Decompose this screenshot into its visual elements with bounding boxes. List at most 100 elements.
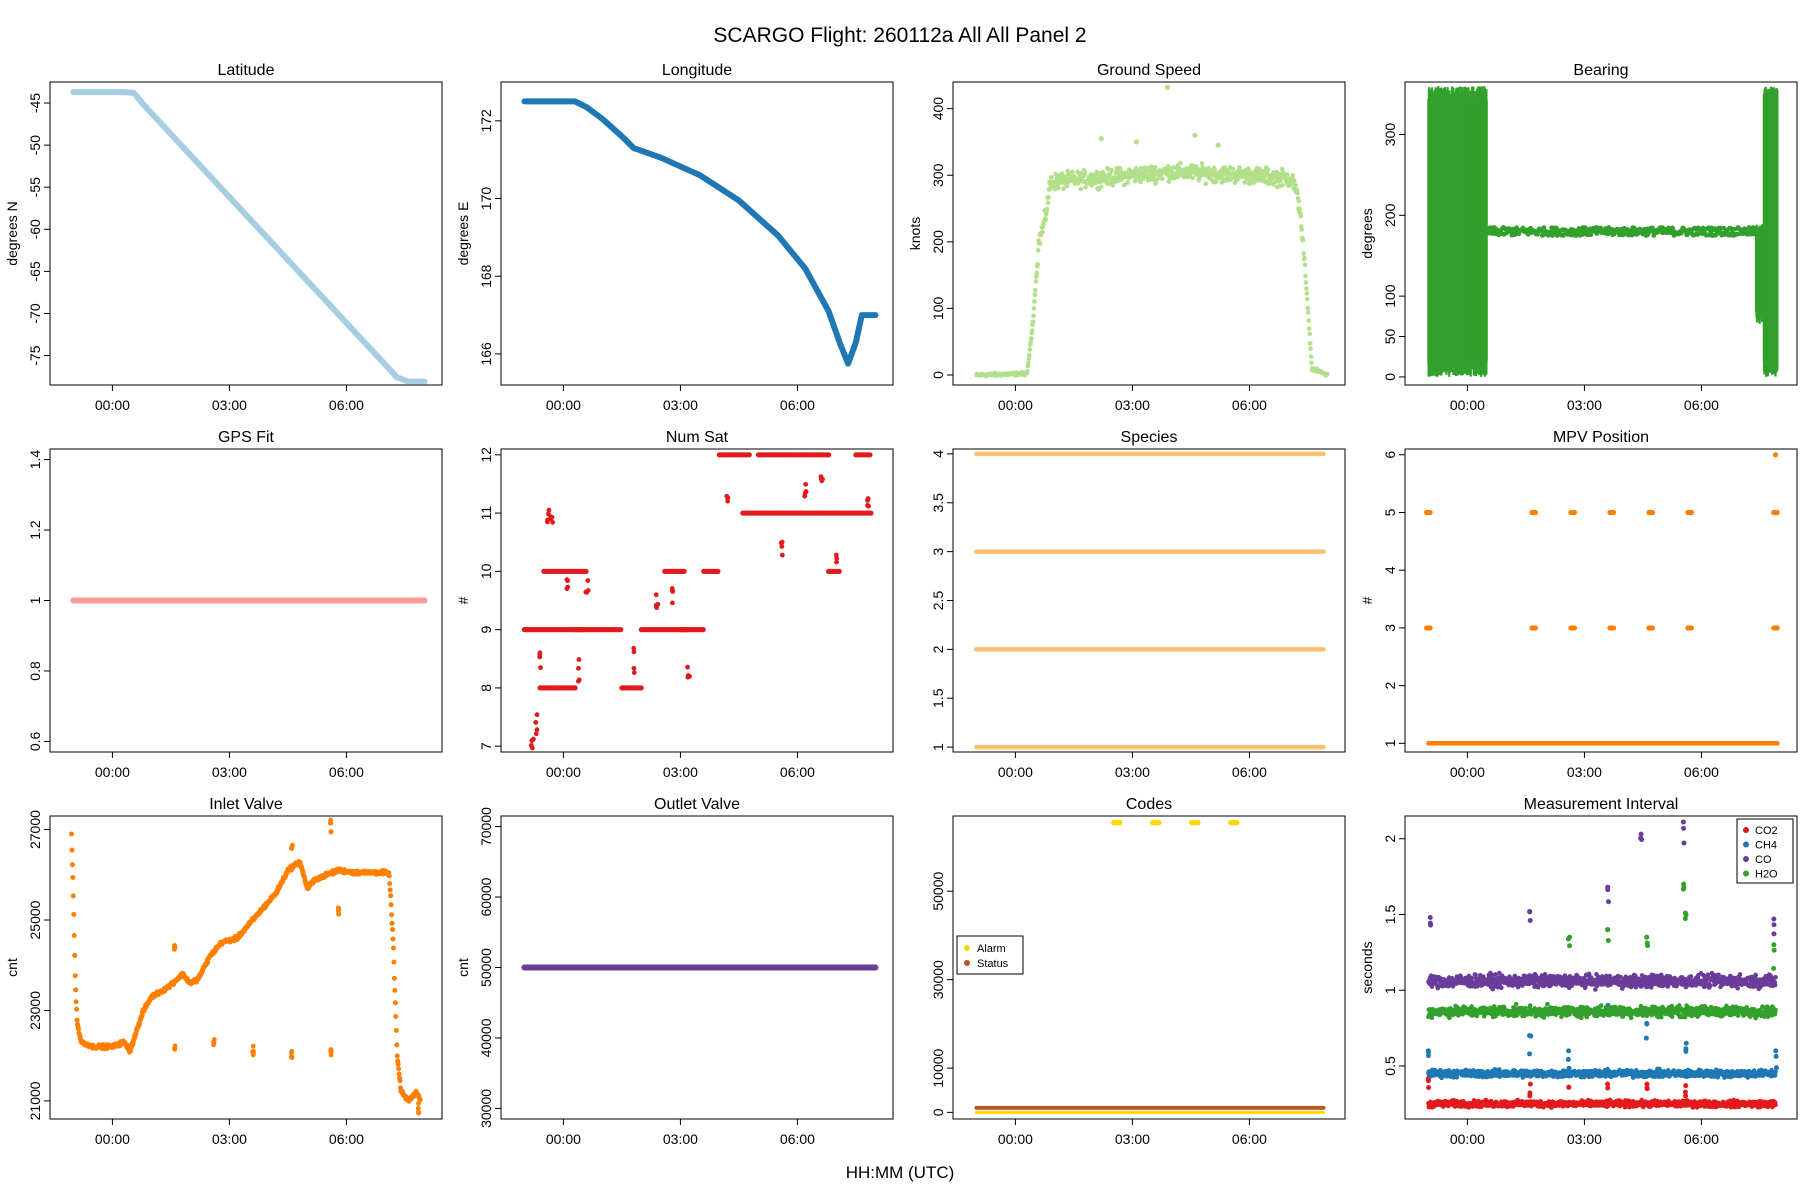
y-tick-label: -45 (27, 93, 43, 113)
data-point (390, 936, 396, 942)
legend-label: Alarm (977, 943, 1006, 955)
y-tick-label: 0 (1382, 373, 1398, 381)
panel-title: Species (1121, 429, 1178, 446)
data-point (1303, 280, 1309, 285)
data-point (746, 452, 752, 458)
scatter-point (564, 577, 570, 583)
y-tick-label: 4 (1382, 566, 1398, 574)
data-point (1035, 262, 1041, 267)
y-tick-label: 23000 (27, 991, 43, 1030)
latitude-series (70, 89, 428, 385)
y-tick-label: 12 (478, 447, 494, 463)
data-point (394, 1053, 400, 1059)
outlier-point (289, 1048, 295, 1054)
data-point (1772, 1073, 1778, 1078)
y-tick-label: -60 (27, 219, 43, 239)
y-tick-label: 5 (1382, 508, 1398, 516)
x-tick-label: 00:00 (546, 397, 581, 413)
data-layer (68, 817, 423, 1116)
data-point (395, 1061, 401, 1067)
data-point (387, 887, 393, 893)
spike-point (1566, 1100, 1572, 1106)
y-tick-label: 40000 (478, 1018, 494, 1057)
x-tick-label: 03:00 (1567, 1131, 1602, 1147)
data-point (1305, 310, 1311, 315)
data-point (1125, 180, 1130, 185)
plot-frame (1404, 81, 1798, 386)
outlier-point (415, 1105, 421, 1111)
mpv-cluster-point (1571, 509, 1578, 516)
x-tick-label: 06:00 (1684, 397, 1719, 413)
data-point (1032, 299, 1037, 304)
spike-point (1773, 1053, 1779, 1059)
data-point (70, 893, 76, 899)
x-tick-label: 06:00 (329, 1131, 364, 1147)
outlier-point (1133, 139, 1139, 145)
x-tick-label: 06:00 (1684, 1131, 1719, 1147)
data-layer (521, 452, 874, 751)
data-point (681, 568, 687, 574)
plot-frame (952, 81, 1346, 386)
scatter-point (564, 586, 570, 592)
figure-x-axis-label: HH:MM (UTC) (846, 1163, 955, 1182)
spike-point (1644, 1086, 1650, 1092)
data-point (1306, 326, 1312, 331)
spike-point (1683, 1040, 1689, 1046)
mpv-cluster-point (1649, 509, 1656, 516)
y-tick-label: 1.2 (27, 520, 43, 540)
y-tick-label: 170 (478, 187, 494, 211)
data-point (389, 912, 395, 918)
panel-title: Measurement Interval (1524, 796, 1679, 813)
spike-point (1528, 1033, 1534, 1039)
spike-point (1643, 1035, 1649, 1041)
y-tick-label: 4 (930, 450, 946, 458)
scatter-point (529, 745, 535, 751)
data-point (1302, 262, 1308, 268)
data-point (1061, 186, 1066, 192)
data-point (1230, 166, 1236, 172)
y-axis-label: degrees E (455, 202, 471, 266)
data-point (715, 568, 721, 574)
data-point (1048, 174, 1054, 180)
y-tick-label: 1.5 (1382, 905, 1398, 925)
data-point (1307, 341, 1313, 346)
data-point (386, 873, 392, 879)
legend-marker (964, 945, 970, 951)
x-tick-label: 03:00 (212, 764, 247, 780)
data-point (1070, 169, 1075, 175)
y-tick-label: 30000 (930, 960, 946, 999)
y-tick-label: 2 (930, 645, 946, 653)
data-point (392, 987, 398, 993)
spike-point (1527, 1093, 1533, 1099)
y-tick-label: 168 (478, 264, 494, 288)
x-tick-label: 00:00 (998, 1131, 1033, 1147)
longitude-series (521, 98, 879, 367)
data-point (391, 975, 397, 981)
spike-point (1426, 1085, 1432, 1091)
y-tick-label: 3.5 (930, 493, 946, 513)
data-point (1588, 232, 1594, 238)
y-tick-label: 1 (1382, 739, 1398, 747)
mpv-cluster-point (1571, 625, 1578, 631)
y-tick-label: -75 (27, 345, 43, 365)
scatter-point (631, 649, 637, 655)
y-tick-label: 0 (930, 371, 946, 379)
data-point (69, 862, 75, 868)
y-tick-label: 1 (930, 743, 946, 751)
outlier-point (250, 1048, 256, 1054)
data-point (1304, 291, 1310, 296)
y-tick-label: 200 (1382, 203, 1398, 227)
data-layer (70, 89, 428, 385)
y-tick-label: 25000 (27, 900, 43, 939)
data-point (1035, 248, 1041, 253)
mpv-cluster-point (1610, 625, 1617, 631)
plot-frame (49, 815, 443, 1120)
mpv-cluster-point (1774, 625, 1780, 631)
data-layer (974, 820, 1326, 1114)
x-tick-label: 03:00 (663, 1131, 698, 1147)
mpv-extra-point (1772, 452, 1779, 458)
y-axis-label: knots (907, 217, 923, 250)
